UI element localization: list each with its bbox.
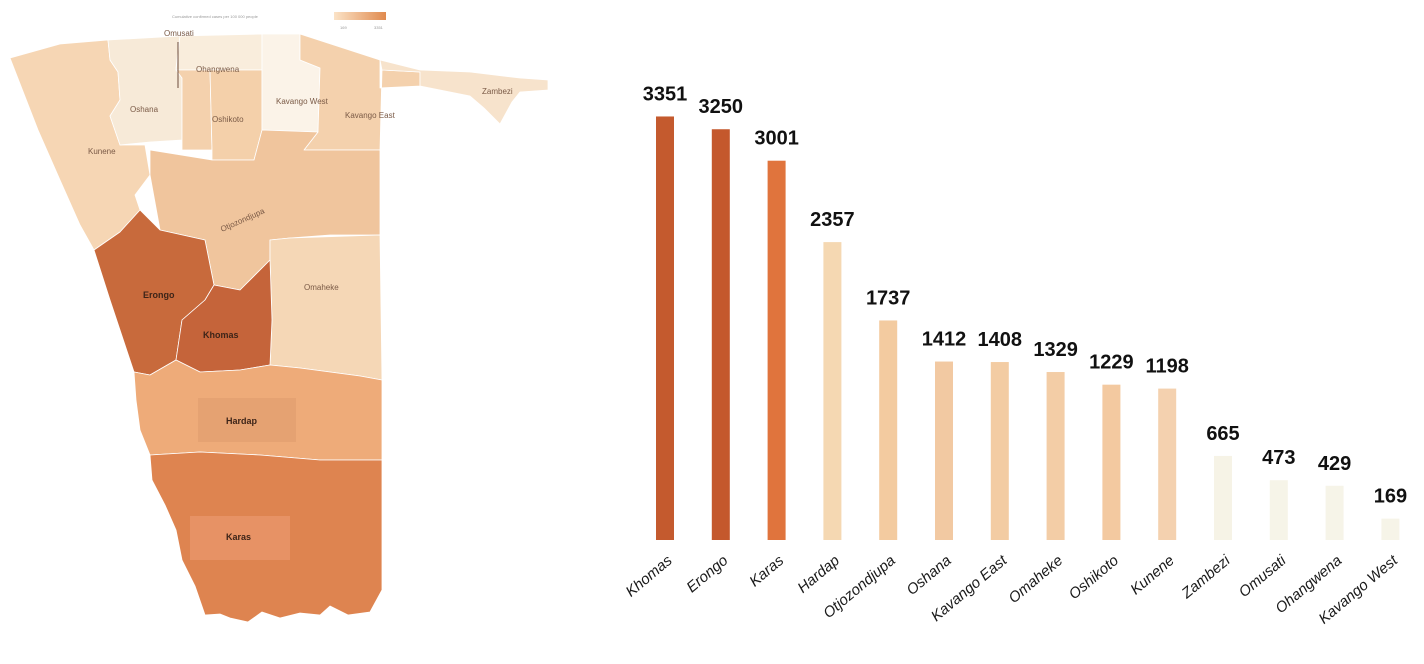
category-label-kunene: Kunene — [1127, 552, 1178, 598]
map-label-kavango-west: Kavango West — [276, 97, 329, 106]
map-legend: Cumulative confirmed cases per 100 000 p… — [172, 12, 386, 30]
bar-chart-panel: 3351 Khomas 3250 Erongo 3001 Karas 2357 Hardap 1… — [580, 0, 1424, 664]
bar-oshikoto — [1102, 384, 1121, 540]
map-regions — [9, 33, 549, 623]
value-label-karas: 3001 — [754, 128, 799, 150]
map-label-ohangwena: Ohangwena — [196, 65, 240, 74]
category-label-omusati: Omusati — [1236, 552, 1290, 601]
map-label-omusati: Omusati — [164, 29, 194, 38]
bar-khomas — [656, 116, 674, 541]
bar-otjozondjupa — [879, 320, 898, 540]
legend-max-label: 3351 — [374, 25, 384, 30]
karas-label-patch — [190, 516, 290, 560]
region-omaheke — [269, 234, 383, 381]
bar-chart: 3351 Khomas 3250 Erongo 3001 Karas 2357 Hardap 1… — [622, 83, 1407, 627]
legend-min-label: 169 — [340, 25, 347, 30]
bar-karas — [767, 160, 786, 540]
value-label-khomas: 3351 — [643, 83, 688, 105]
category-label-oshikoto: Oshikoto — [1066, 552, 1122, 603]
region-omusati — [107, 35, 183, 146]
bar-kavango-east — [990, 362, 1009, 540]
bar-zambezi — [1214, 455, 1232, 540]
map-label-kunene: Kunene — [88, 147, 116, 156]
value-label-oshana: 1412 — [922, 329, 967, 351]
value-label-zambezi: 665 — [1206, 423, 1239, 445]
category-label-zambezi: Zambezi — [1178, 552, 1234, 603]
region-kavango-east — [299, 33, 421, 151]
category-label-karas: Karas — [746, 552, 787, 591]
region-zambezi — [379, 59, 549, 125]
region-oshana — [175, 69, 213, 151]
map-label-oshana: Oshana — [130, 105, 159, 114]
bar-erongo — [711, 129, 730, 540]
map-label-khomas: Khomas — [203, 330, 239, 340]
bar-oshana — [935, 361, 953, 540]
map-label-kavango-east: Kavango East — [345, 111, 396, 120]
value-label-kavango-west: 169 — [1374, 486, 1407, 508]
bar-kunene — [1158, 388, 1177, 540]
value-label-kavango-east: 1408 — [978, 329, 1023, 351]
category-label-omaheke: Omaheke — [1005, 552, 1066, 607]
value-label-omusati: 473 — [1262, 447, 1295, 469]
category-label-hardap: Hardap — [794, 552, 843, 597]
category-label-erongo: Erongo — [683, 552, 731, 596]
namibia-choropleth-map: Cumulative confirmed cases per 100 000 p… — [0, 0, 560, 664]
bar-ohangwena — [1325, 485, 1344, 540]
category-label-khomas: Khomas — [622, 552, 675, 601]
map-label-zambezi: Zambezi — [482, 87, 513, 96]
value-label-omaheke: 1329 — [1033, 339, 1078, 361]
bar-hardap — [823, 242, 842, 541]
legend-title: Cumulative confirmed cases per 100 000 p… — [172, 14, 259, 19]
bar-omaheke — [1046, 372, 1065, 540]
bar-kavango-west — [1381, 518, 1400, 540]
map-label-karas: Karas — [226, 532, 251, 542]
value-label-erongo: 3250 — [699, 96, 744, 118]
value-label-hardap: 2357 — [810, 209, 855, 231]
map-label-hardap: Hardap — [226, 416, 258, 426]
hardap-label-patch — [198, 398, 296, 442]
legend-gradient-bar — [334, 12, 386, 20]
map-label-omaheke: Omaheke — [304, 283, 339, 292]
map-label-oshikoto: Oshikoto — [212, 115, 244, 124]
value-label-ohangwena: 429 — [1318, 453, 1351, 475]
value-label-kunene: 1198 — [1146, 356, 1189, 378]
map-canvas: Cumulative confirmed cases per 100 000 p… — [9, 12, 549, 623]
value-label-oshikoto: 1229 — [1089, 352, 1134, 374]
map-label-erongo: Erongo — [143, 290, 175, 300]
category-label-oshana: Oshana — [903, 552, 954, 599]
value-label-otjozondjupa: 1737 — [866, 287, 911, 309]
bar-omusati — [1269, 480, 1288, 540]
